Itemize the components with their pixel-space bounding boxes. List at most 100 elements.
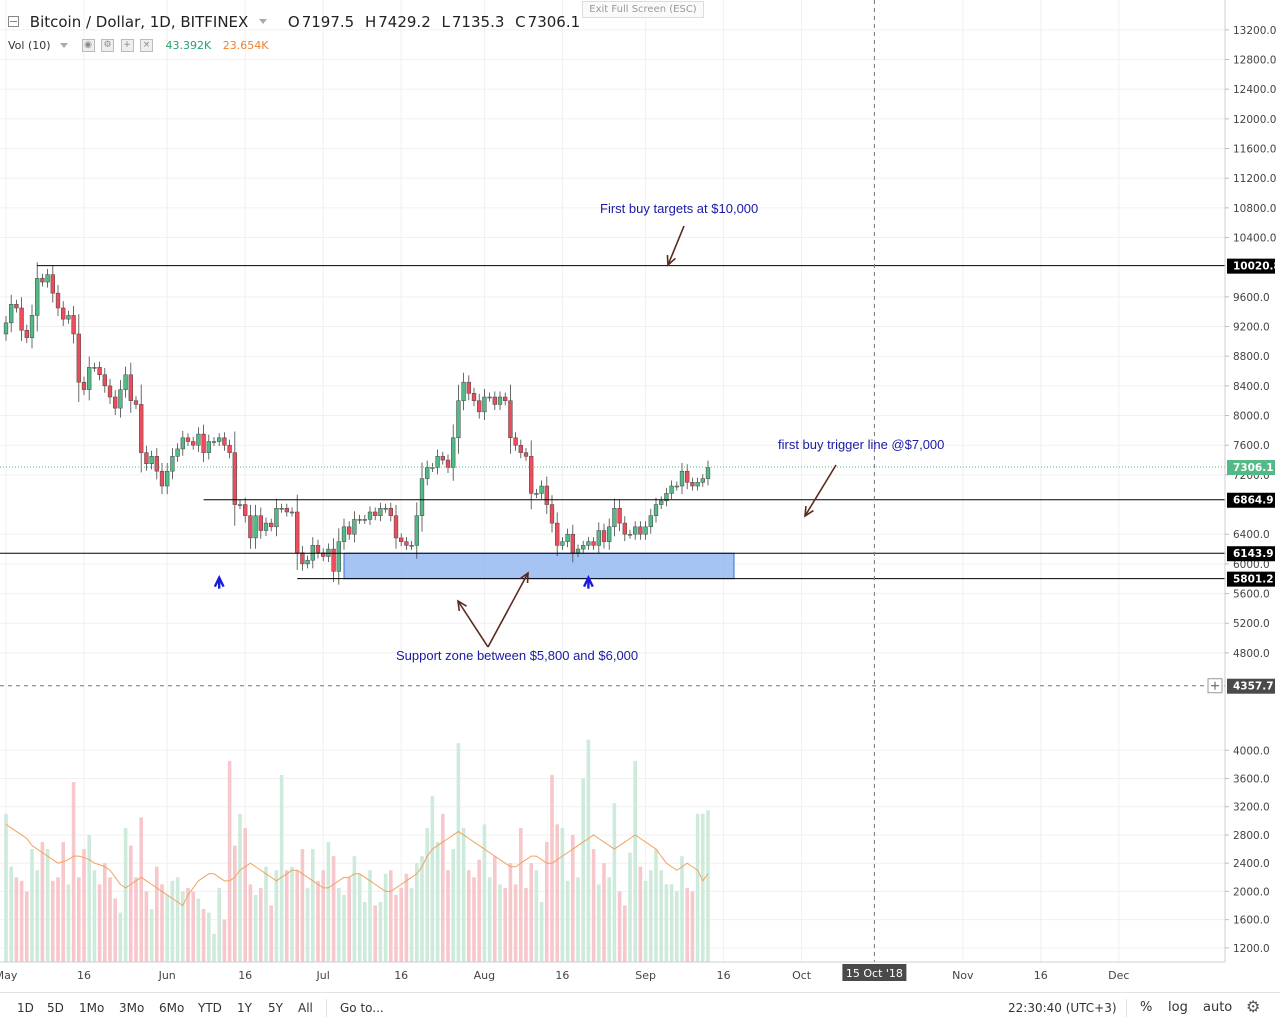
time-tick-label: 16: [77, 969, 91, 982]
remove-icon[interactable]: ×: [140, 38, 154, 52]
symbol-title[interactable]: Bitcoin / Dollar, 1D, BITFINEX: [29, 12, 249, 31]
candle-body: [529, 456, 534, 494]
volume-bar: [378, 902, 383, 962]
volume-bar: [633, 760, 637, 962]
volume-bar: [123, 827, 128, 962]
volume-bar: [612, 803, 617, 962]
time-tick-label: May: [0, 969, 18, 982]
timeframe-1y[interactable]: 1Y: [237, 1001, 252, 1015]
volume-ma-value: 23.654K: [222, 38, 269, 52]
trigger-annotation: first buy trigger line @$7,000: [778, 437, 945, 452]
clock[interactable]: 22:30:40 (UTC+3): [1008, 1001, 1117, 1015]
candle-body: [331, 548, 336, 572]
ohlc-open-value: 7197.5: [301, 12, 355, 31]
volume-bar: [170, 880, 175, 962]
eye-icon[interactable]: ◉: [81, 38, 95, 52]
volume-bar: [326, 842, 331, 962]
collapse-icon[interactable]: [8, 16, 19, 27]
volume-bar: [519, 827, 523, 962]
candle-body: [669, 485, 674, 494]
arrow-shaft: [804, 464, 837, 517]
arrow-head: [456, 599, 467, 612]
volume-bar: [186, 887, 190, 962]
candlesticks: [3, 262, 711, 585]
candle-body: [154, 456, 159, 472]
price-tick-label: 4800.0: [1233, 648, 1270, 660]
volume-bar: [222, 919, 227, 962]
volume-bar: [191, 891, 195, 962]
add-icon[interactable]: +: [120, 38, 134, 52]
candle-body: [279, 508, 284, 510]
volume-indicator-title[interactable]: Vol (10): [8, 38, 51, 52]
volume-bar: [129, 845, 133, 962]
candle-body: [539, 485, 544, 494]
volume-bar: [113, 898, 117, 962]
price-badge-text: 6143.9: [1233, 548, 1274, 560]
candle-body: [425, 467, 430, 479]
volume-bar: [513, 884, 518, 962]
price-tick-label: 5200.0: [1233, 618, 1270, 630]
timeframe-all[interactable]: All: [298, 1001, 313, 1015]
candle-body: [633, 526, 638, 535]
ohlc-high-label: H: [364, 12, 377, 31]
candle-body: [128, 374, 133, 401]
candle-body: [232, 452, 237, 505]
time-tick-label: Jul: [316, 969, 330, 982]
ohlc-close-label: C: [515, 12, 526, 31]
candle-body: [653, 504, 659, 516]
volume-bar: [649, 870, 653, 962]
volume-bar: [441, 813, 445, 962]
auto-toggle[interactable]: auto: [1203, 1000, 1233, 1015]
timeframe-3mo[interactable]: 3Mo: [119, 1001, 145, 1015]
candle-body: [40, 278, 45, 283]
volume-bar: [638, 866, 643, 962]
bottom-toolbar: 1D 5D 1Mo 3Mo 6Mo YTD 1Y 5Y All Go to...…: [0, 992, 1280, 1025]
price-tick-label: 4000.0: [1233, 745, 1270, 757]
candle-body: [607, 526, 612, 542]
support-marker-arrow: [582, 574, 594, 589]
settings-icon[interactable]: ⚙: [101, 38, 115, 52]
candle-body: [263, 522, 269, 531]
candle-body: [674, 485, 679, 488]
volume-bar: [581, 778, 585, 962]
candle-body: [217, 437, 222, 442]
volume-bar: [446, 870, 450, 962]
symbol-menu-chevron-icon[interactable]: [259, 19, 268, 24]
candle-body: [269, 522, 274, 528]
candle-body: [659, 500, 664, 505]
volume-bar: [238, 813, 242, 962]
volume-bar: [165, 894, 169, 962]
candle-body: [679, 470, 685, 487]
timeframe-1mo[interactable]: 1Mo: [79, 1001, 105, 1015]
exit-fullscreen-button[interactable]: Exit Full Screen (ESC): [582, 1, 704, 18]
volume-bar: [160, 884, 164, 962]
date-badge-bg: [842, 964, 907, 981]
price-badge-bg: [1227, 460, 1275, 476]
candle-body: [461, 381, 466, 401]
candle-body: [185, 437, 191, 442]
volume-bar: [545, 842, 549, 962]
gear-icon[interactable]: ⚙: [1246, 997, 1261, 1016]
time-tick-label: 16: [238, 969, 252, 982]
volume-bar: [508, 863, 513, 962]
volume-bar: [576, 877, 580, 962]
candle-body: [523, 452, 529, 457]
volume-menu-chevron-icon[interactable]: [60, 42, 69, 48]
price-tick-label: 6000.0: [1233, 559, 1270, 571]
timeframe-ytd[interactable]: YTD: [198, 1001, 222, 1015]
candle-body: [440, 456, 445, 461]
price-tick-label: 12000.0: [1233, 114, 1276, 126]
volume-bar: [524, 887, 528, 962]
timeframe-5d[interactable]: 5D: [47, 1001, 64, 1015]
price-tick-label: 3600.0: [1233, 774, 1270, 786]
percent-toggle[interactable]: %: [1140, 1000, 1153, 1015]
timeframe-5y[interactable]: 5Y: [268, 1001, 283, 1015]
goto-button[interactable]: Go to...: [340, 1001, 384, 1015]
log-toggle[interactable]: log: [1168, 1000, 1188, 1015]
volume-bar: [617, 891, 622, 962]
candle-body: [258, 515, 263, 531]
volume-bar: [269, 905, 273, 962]
timeframe-1d[interactable]: 1D: [17, 1001, 34, 1015]
timeframe-6mo[interactable]: 6Mo: [159, 1001, 185, 1015]
